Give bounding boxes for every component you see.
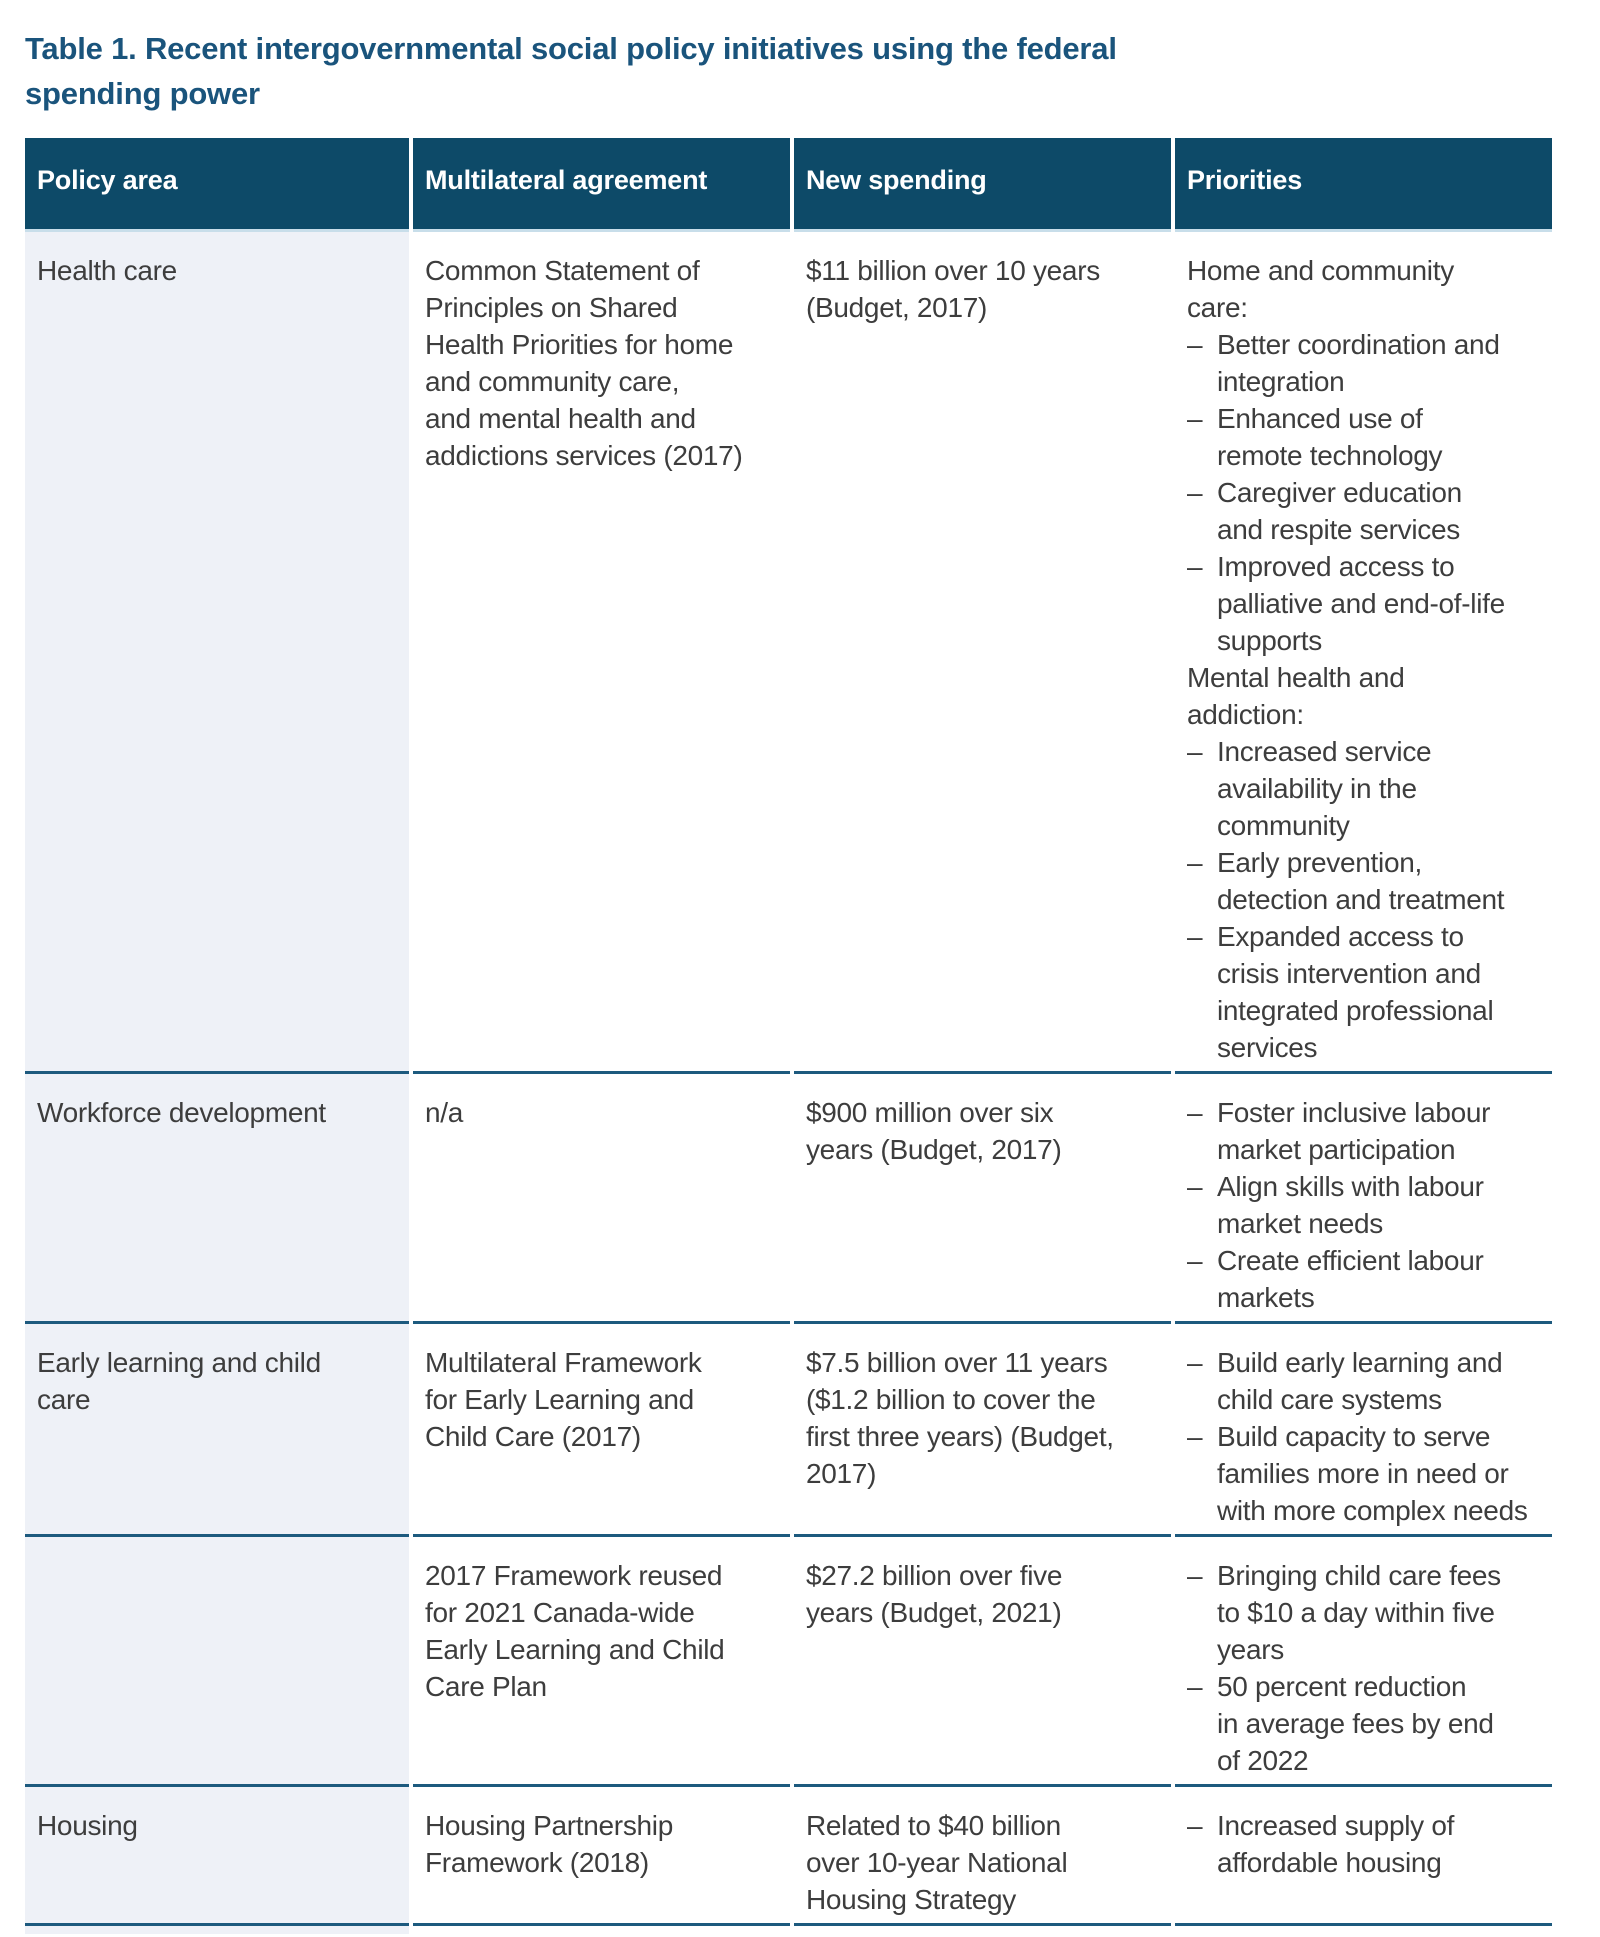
priority-item: – Caregiver education and respite service… (1187, 474, 1544, 548)
policy-initiatives-table: Policy area Multilateral agreement New s… (21, 138, 1556, 1934)
priority-item: – Enhanced use of remote technology (1187, 400, 1544, 474)
priority-item: –50 percent reduction in average fees by… (1187, 1668, 1544, 1779)
table-row-partial (25, 1926, 1552, 1934)
priority-item: – Align skills with labour market needs (1187, 1168, 1544, 1242)
priority-item: – Create efficient labour markets (1187, 1242, 1544, 1316)
priority-item: – Bringing child care fees to $10 a day w… (1187, 1557, 1544, 1668)
priority-item-text: Early prevention, detection and treatmen… (1216, 847, 1505, 915)
priority-item-text: Improved access to palliative and end-of… (1216, 551, 1505, 656)
bullet-dash: – (1186, 1421, 1203, 1452)
priority-item-text: Build early learning and child care syst… (1216, 1347, 1503, 1415)
priorities-cell: – Increased supply of affordable housing (1174, 1787, 1552, 1926)
bullet-dash: – (1186, 921, 1203, 952)
priority-item-text: Enhanced use of remote technology (1216, 403, 1443, 471)
agreement-cell: Housing Partnership Framework (2018) (413, 1787, 790, 1926)
bullet-dash: – (1186, 1671, 1203, 1702)
agreement-cell: n/a (413, 1074, 790, 1324)
column-header-multilateral-agreement: Multilateral agreement (413, 138, 790, 232)
agreement-cell: 2017 Framework reused for 2021 Canada-wi… (413, 1537, 790, 1787)
table-body: Health care Common Statement of Principle… (25, 232, 1552, 1926)
header-row: Policy area Multilateral agreement New s… (25, 138, 1552, 232)
column-header-priorities: Priorities (1174, 138, 1552, 232)
priority-item: – Better coordination and integration (1187, 326, 1544, 400)
bullet-dash: – (1186, 736, 1203, 767)
priority-item: – Improved access to palliative and end-o… (1187, 548, 1544, 659)
spending-cell: $27.2 billion over five years (Budget, 2… (793, 1537, 1171, 1787)
policy-area-cell: Early learning and child care (25, 1324, 409, 1537)
spending-cell: Related to $40 billion over 10-year Nati… (793, 1787, 1171, 1926)
priority-group-heading: Home and community care: (1186, 255, 1454, 323)
priority-item-text: Increased supply of affordable housing (1216, 1810, 1455, 1878)
priority-item: – Increased supply of affordable housing (1187, 1807, 1544, 1881)
priority-item: – Increased service availability in the c… (1187, 733, 1544, 844)
agreement-cell (413, 1926, 790, 1934)
agreement-cell: Common Statement of Principles on Shared… (413, 232, 790, 1074)
policy-area-cell (25, 1926, 409, 1934)
agreement-cell: Multilateral Framework for Early Learnin… (413, 1324, 790, 1537)
priority-item-text: Foster inclusive labour market participa… (1216, 1097, 1491, 1165)
priority-item-text: Expanded access to crisis intervention a… (1216, 921, 1494, 1063)
priority-item: – Build early learning and child care sys… (1187, 1344, 1544, 1418)
priority-item-text: Caregiver education and respite services (1216, 477, 1462, 545)
priorities-cell: – Foster inclusive labour market particip… (1174, 1074, 1552, 1324)
priority-item-text: Bringing child care fees to $10 a day wi… (1216, 1560, 1501, 1665)
priority-item-text: Align skills with labour market needs (1216, 1171, 1484, 1239)
bullet-dash: – (1186, 1560, 1203, 1591)
spending-cell (794, 1926, 1171, 1934)
bullet-dash: – (1186, 1347, 1203, 1378)
bullet-dash: – (1186, 1810, 1203, 1841)
table-title: Table 1. Recent intergovernmental social… (25, 26, 1576, 116)
priority-group-heading: Mental health and addiction: (1186, 662, 1405, 730)
bullet-dash: – (1186, 1171, 1203, 1202)
policy-area-cell: Health care (25, 232, 409, 1074)
priority-item-text: 50 percent reduction in average fees by … (1216, 1671, 1494, 1776)
priority-item: – Build capacity to serve families more i… (1187, 1418, 1544, 1529)
priorities-cell: – Build early learning and child care sys… (1174, 1324, 1552, 1537)
table-header: Policy area Multilateral agreement New s… (25, 138, 1552, 232)
table-row: Health care Common Statement of Principle… (25, 232, 1552, 1074)
bullet-dash: – (1186, 1245, 1203, 1276)
column-header-new-spending: New spending (793, 138, 1171, 232)
priority-item-text: Increased service availability in the co… (1216, 736, 1432, 841)
bullet-dash: – (1186, 551, 1203, 582)
table-row: Workforce development n/a $900 million ove… (25, 1074, 1552, 1324)
priority-item-text: Better coordination and integration (1216, 329, 1500, 397)
table-row: 2017 Framework reused for 2021 Canada-wi… (25, 1537, 1552, 1787)
bullet-dash: – (1186, 477, 1203, 508)
bullet-dash: – (1186, 1097, 1203, 1128)
spending-cell: $7.5 billion over 11 years ($1.2 billion… (793, 1324, 1171, 1537)
priority-item-text: Create efficient labour markets (1216, 1245, 1484, 1313)
spending-cell: $11 billion over 10 years (Budget, 2017) (793, 232, 1171, 1074)
bullet-dash: – (1186, 329, 1203, 360)
table-title-line2: spending power (25, 76, 260, 111)
priority-item-text: Build capacity to serve families more in… (1216, 1421, 1528, 1526)
bullet-dash: – (1186, 403, 1203, 434)
spending-cell: $900 million over six years (Budget, 201… (793, 1074, 1171, 1324)
priorities-cell: Home and community care: – Better coordina… (1174, 232, 1552, 1074)
table-row: Early learning and child care Multilatera… (25, 1324, 1552, 1537)
priority-item: – Early prevention, detection and treatme… (1187, 844, 1544, 918)
policy-area-cell: Housing (25, 1787, 409, 1926)
bullet-dash: – (1186, 847, 1203, 878)
priority-item: – Expanded access to crisis intervention … (1187, 918, 1544, 1066)
table-partial-next-row (25, 1926, 1552, 1934)
priorities-cell (1175, 1926, 1552, 1934)
priority-item: – Foster inclusive labour market particip… (1187, 1094, 1544, 1168)
table-title-line1: Table 1. Recent intergovernmental social… (25, 31, 1117, 66)
priorities-cell: – Bringing child care fees to $10 a day w… (1174, 1537, 1552, 1787)
policy-area-cell (25, 1537, 409, 1787)
column-header-policy-area: Policy area (25, 138, 409, 232)
table-row: Housing Housing Partnership Framework (20… (25, 1787, 1552, 1926)
policy-area-cell: Workforce development (25, 1074, 409, 1324)
